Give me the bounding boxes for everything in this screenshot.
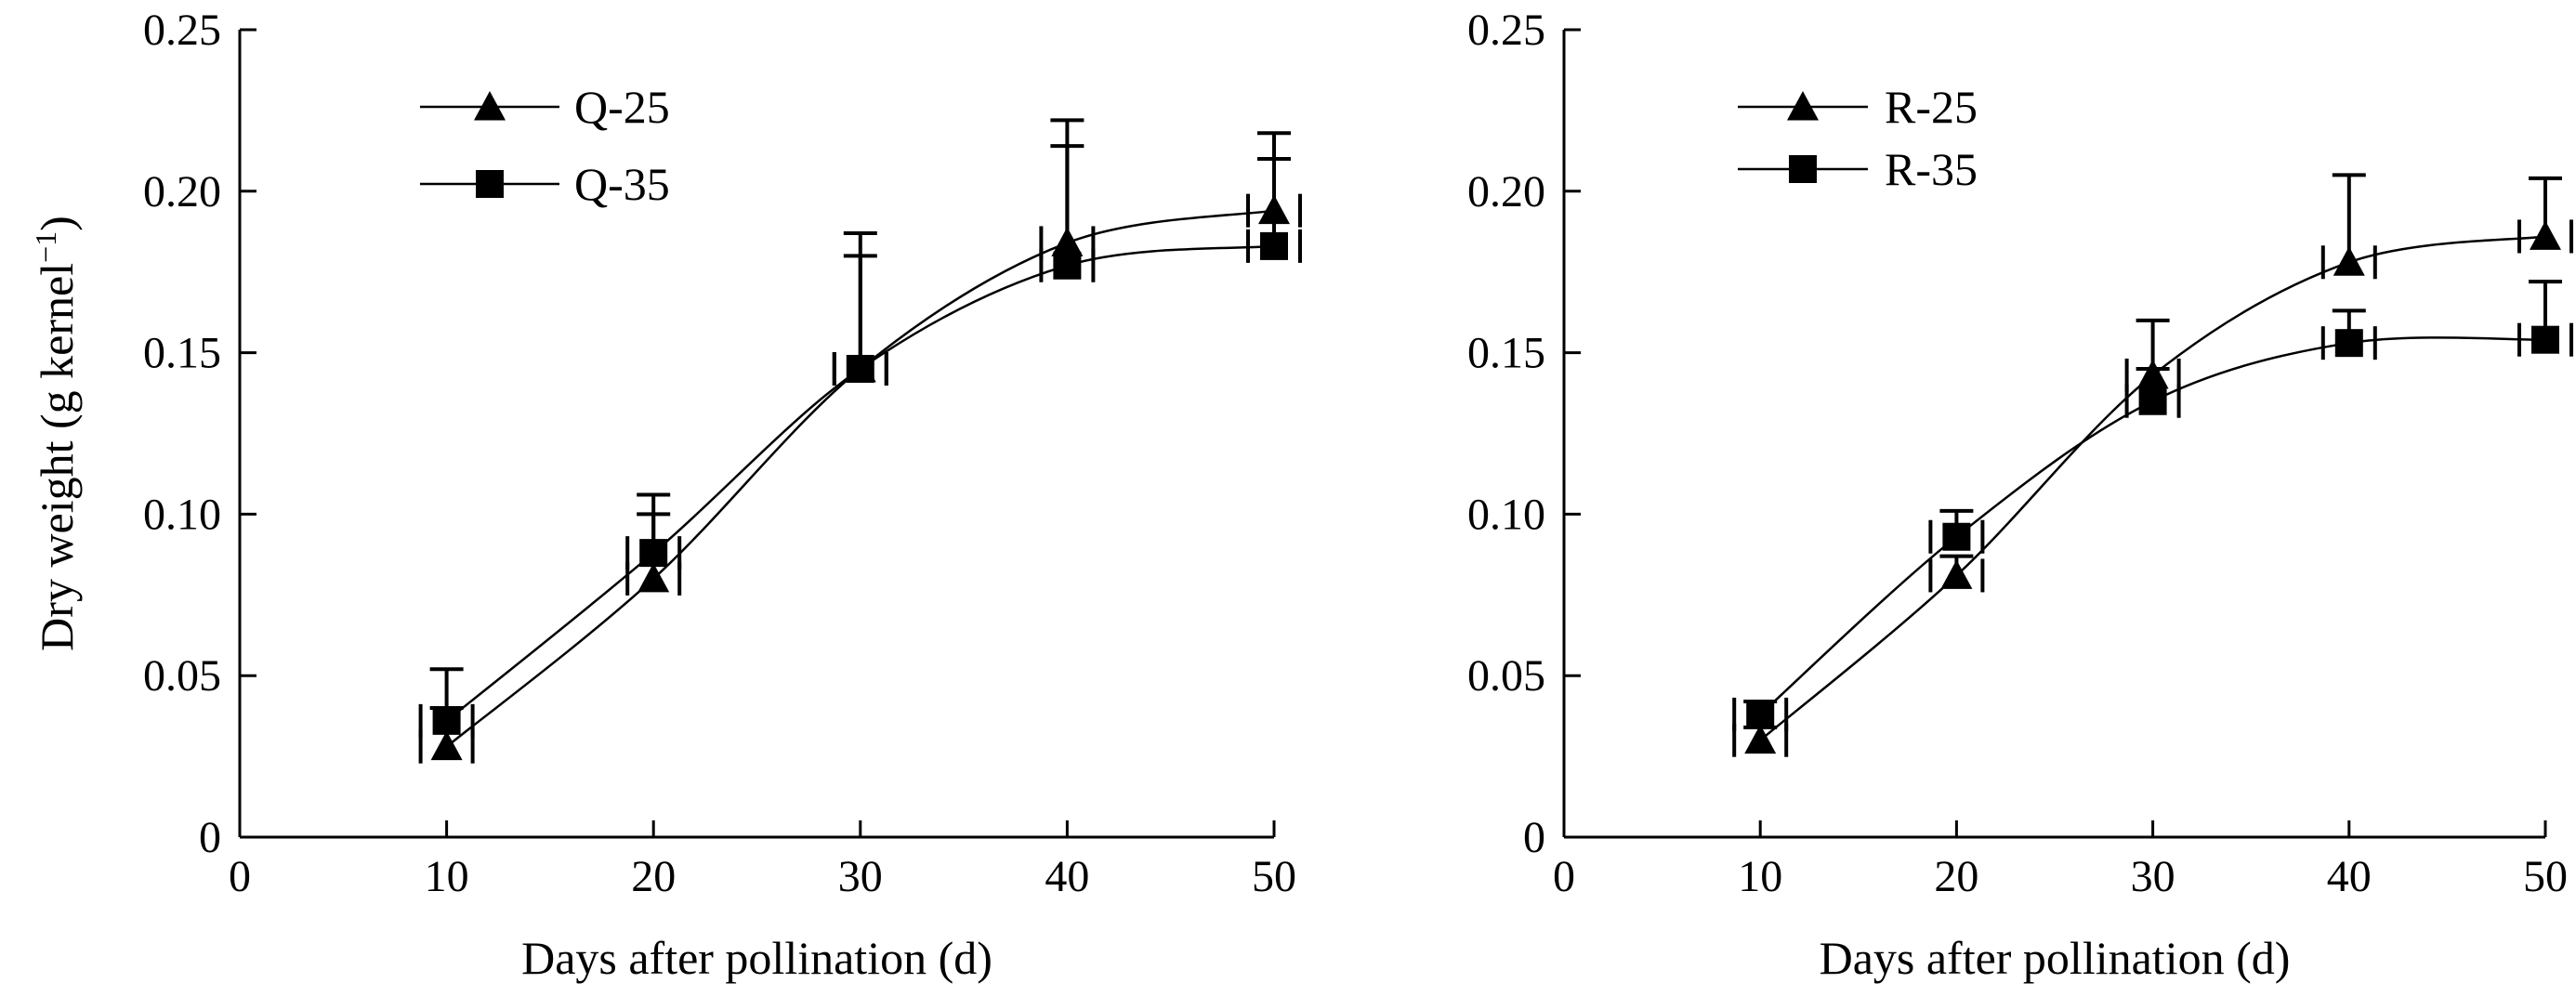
series-Q-35 xyxy=(418,118,1302,738)
legend-marker-R-25 xyxy=(1787,91,1819,121)
data-point-R-35 xyxy=(1746,700,1775,728)
data-point-R-35 xyxy=(1942,522,1971,551)
x-axis-label: Days after pollination (d) xyxy=(1820,932,2291,984)
legend-label-R-25: R-25 xyxy=(1885,81,1978,133)
legend-label-Q-35: Q-35 xyxy=(574,158,670,210)
x-tick-label: 10 xyxy=(1738,852,1782,901)
y-tick-label: 0.05 xyxy=(1467,651,1545,701)
y-axis-label-main: Dry weight (g kernel xyxy=(31,263,83,651)
series-R-25 xyxy=(1732,173,2573,757)
y-tick-label: 0.05 xyxy=(143,651,221,701)
data-point-Q-35 xyxy=(639,539,668,568)
data-point-Q-35 xyxy=(1260,231,1288,260)
y-tick-label: 0.10 xyxy=(143,490,221,539)
data-point-R-35 xyxy=(2531,325,2559,354)
y-tick-label: 0.15 xyxy=(1467,329,1545,378)
y-tick-label: 0.15 xyxy=(143,329,221,378)
legend-label-Q-25: Q-25 xyxy=(574,81,670,133)
y-tick-label: 0.20 xyxy=(143,167,221,216)
series-R-35 xyxy=(1732,280,2573,731)
y-tick-label: 0.10 xyxy=(1467,490,1545,539)
chart-panel-right: 0 0.05 0.10 0.15 0.20 0.25 0 10 20 30 40 50 Days aft… xyxy=(1467,6,2573,984)
legend-label-R-35: R-35 xyxy=(1885,143,1978,195)
data-point-R-25 xyxy=(1940,559,1973,589)
x-tick-label: 0 xyxy=(1553,852,1575,901)
x-tick-label: 30 xyxy=(2131,852,2175,901)
y-tick-label: 0 xyxy=(199,813,221,862)
x-axis-label: Days after pollination (d) xyxy=(521,932,992,984)
data-point-Q-35 xyxy=(432,706,461,735)
x-tick-label: 20 xyxy=(1934,852,1978,901)
x-tick-label: 40 xyxy=(2327,852,2372,901)
x-tick-label: 10 xyxy=(425,852,469,901)
legend-marker-Q-35 xyxy=(476,170,504,198)
data-point-Q-25 xyxy=(430,730,463,761)
y-tick-label: 0.20 xyxy=(1467,167,1545,216)
x-tick-label: 50 xyxy=(2523,852,2568,901)
data-point-R-25 xyxy=(2530,220,2561,250)
y-axis-label: Dry weight (g kernel−1) xyxy=(29,216,83,651)
x-tick-label: 0 xyxy=(229,852,251,901)
x-tick-label: 30 xyxy=(838,852,883,901)
x-tick-label: 40 xyxy=(1045,852,1089,901)
x-tick-label: 50 xyxy=(1252,852,1296,901)
y-tick-label: 0 xyxy=(1523,813,1545,862)
y-tick-label: 0.25 xyxy=(1467,6,1545,55)
y-axis-label-superscript: −1 xyxy=(29,231,62,263)
data-point-Q-35 xyxy=(1053,251,1082,280)
y-tick-label: 0.25 xyxy=(143,6,221,55)
legend-marker-Q-25 xyxy=(474,91,506,121)
y-axis-label-close: ) xyxy=(31,216,83,231)
data-point-R-25 xyxy=(2333,246,2365,276)
legend-marker-R-35 xyxy=(1789,155,1817,183)
data-point-R-35 xyxy=(2334,329,2363,358)
data-point-R-25 xyxy=(1744,724,1777,754)
series-line-R-25 xyxy=(1759,235,2546,741)
data-point-R-35 xyxy=(2138,387,2167,415)
chart-panel-left: 0 0.05 0.10 0.15 0.20 0.25 0 10 20 30 40 50 Days aft… xyxy=(29,6,1302,984)
x-tick-label: 20 xyxy=(631,852,676,901)
data-point-Q-35 xyxy=(846,354,874,383)
data-point-Q-25 xyxy=(637,562,670,593)
